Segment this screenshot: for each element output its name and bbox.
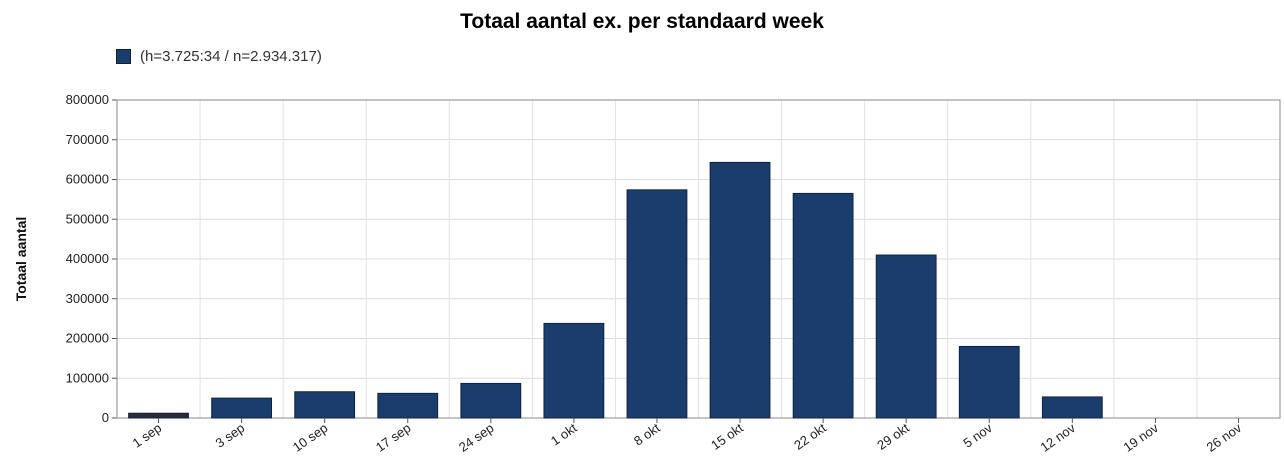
y-tick-label: 600000	[66, 172, 109, 187]
y-tick-label: 200000	[66, 331, 109, 346]
bar	[460, 382, 522, 419]
y-tick-label: 300000	[66, 291, 109, 306]
x-tick-label: 1 okt	[548, 420, 580, 449]
y-tick-label: 700000	[66, 132, 109, 147]
legend: (h=3.725:34 / n=2.934.317)	[116, 48, 322, 65]
x-tick-label: 3 sep	[213, 420, 248, 451]
x-tick-label: 5 nov	[960, 420, 995, 451]
bar	[128, 412, 189, 419]
legend-label: (h=3.725:34 / n=2.934.317)	[140, 48, 322, 65]
x-tick-label: 19 nov	[1121, 420, 1162, 455]
bar	[792, 192, 854, 419]
legend-swatch	[116, 49, 131, 64]
x-tick-label: 15 okt	[708, 420, 746, 453]
y-tick-label: 400000	[66, 251, 109, 266]
x-tick-label: 1 sep	[130, 420, 165, 451]
x-tick-label: 8 okt	[631, 420, 663, 449]
x-tick-label: 12 nov	[1037, 420, 1078, 455]
x-tick-label: 10 sep	[290, 420, 331, 455]
x-tick-label: 17 sep	[373, 420, 414, 455]
bar	[294, 391, 356, 419]
bar	[1041, 396, 1103, 419]
y-tick-label: 500000	[66, 211, 109, 226]
bar	[958, 345, 1020, 419]
x-tick-label: 29 okt	[874, 420, 912, 453]
chart-title: Totaal aantal ex. per standaard week	[460, 10, 824, 33]
bar	[626, 189, 688, 419]
y-axis-label: Totaal aantal	[13, 217, 29, 302]
bar	[709, 161, 771, 419]
bar	[377, 392, 439, 419]
y-tick-label: 800000	[66, 92, 109, 107]
bar	[875, 254, 937, 419]
x-tick-label: 26 nov	[1204, 420, 1245, 455]
plot-frame	[116, 99, 1281, 419]
bar	[543, 322, 605, 419]
x-tick-label: 22 okt	[791, 420, 829, 453]
y-tick-label: 0	[102, 410, 109, 425]
bar	[211, 397, 273, 419]
x-tick-label: 24 sep	[456, 420, 497, 455]
y-tick-label: 100000	[66, 370, 109, 385]
